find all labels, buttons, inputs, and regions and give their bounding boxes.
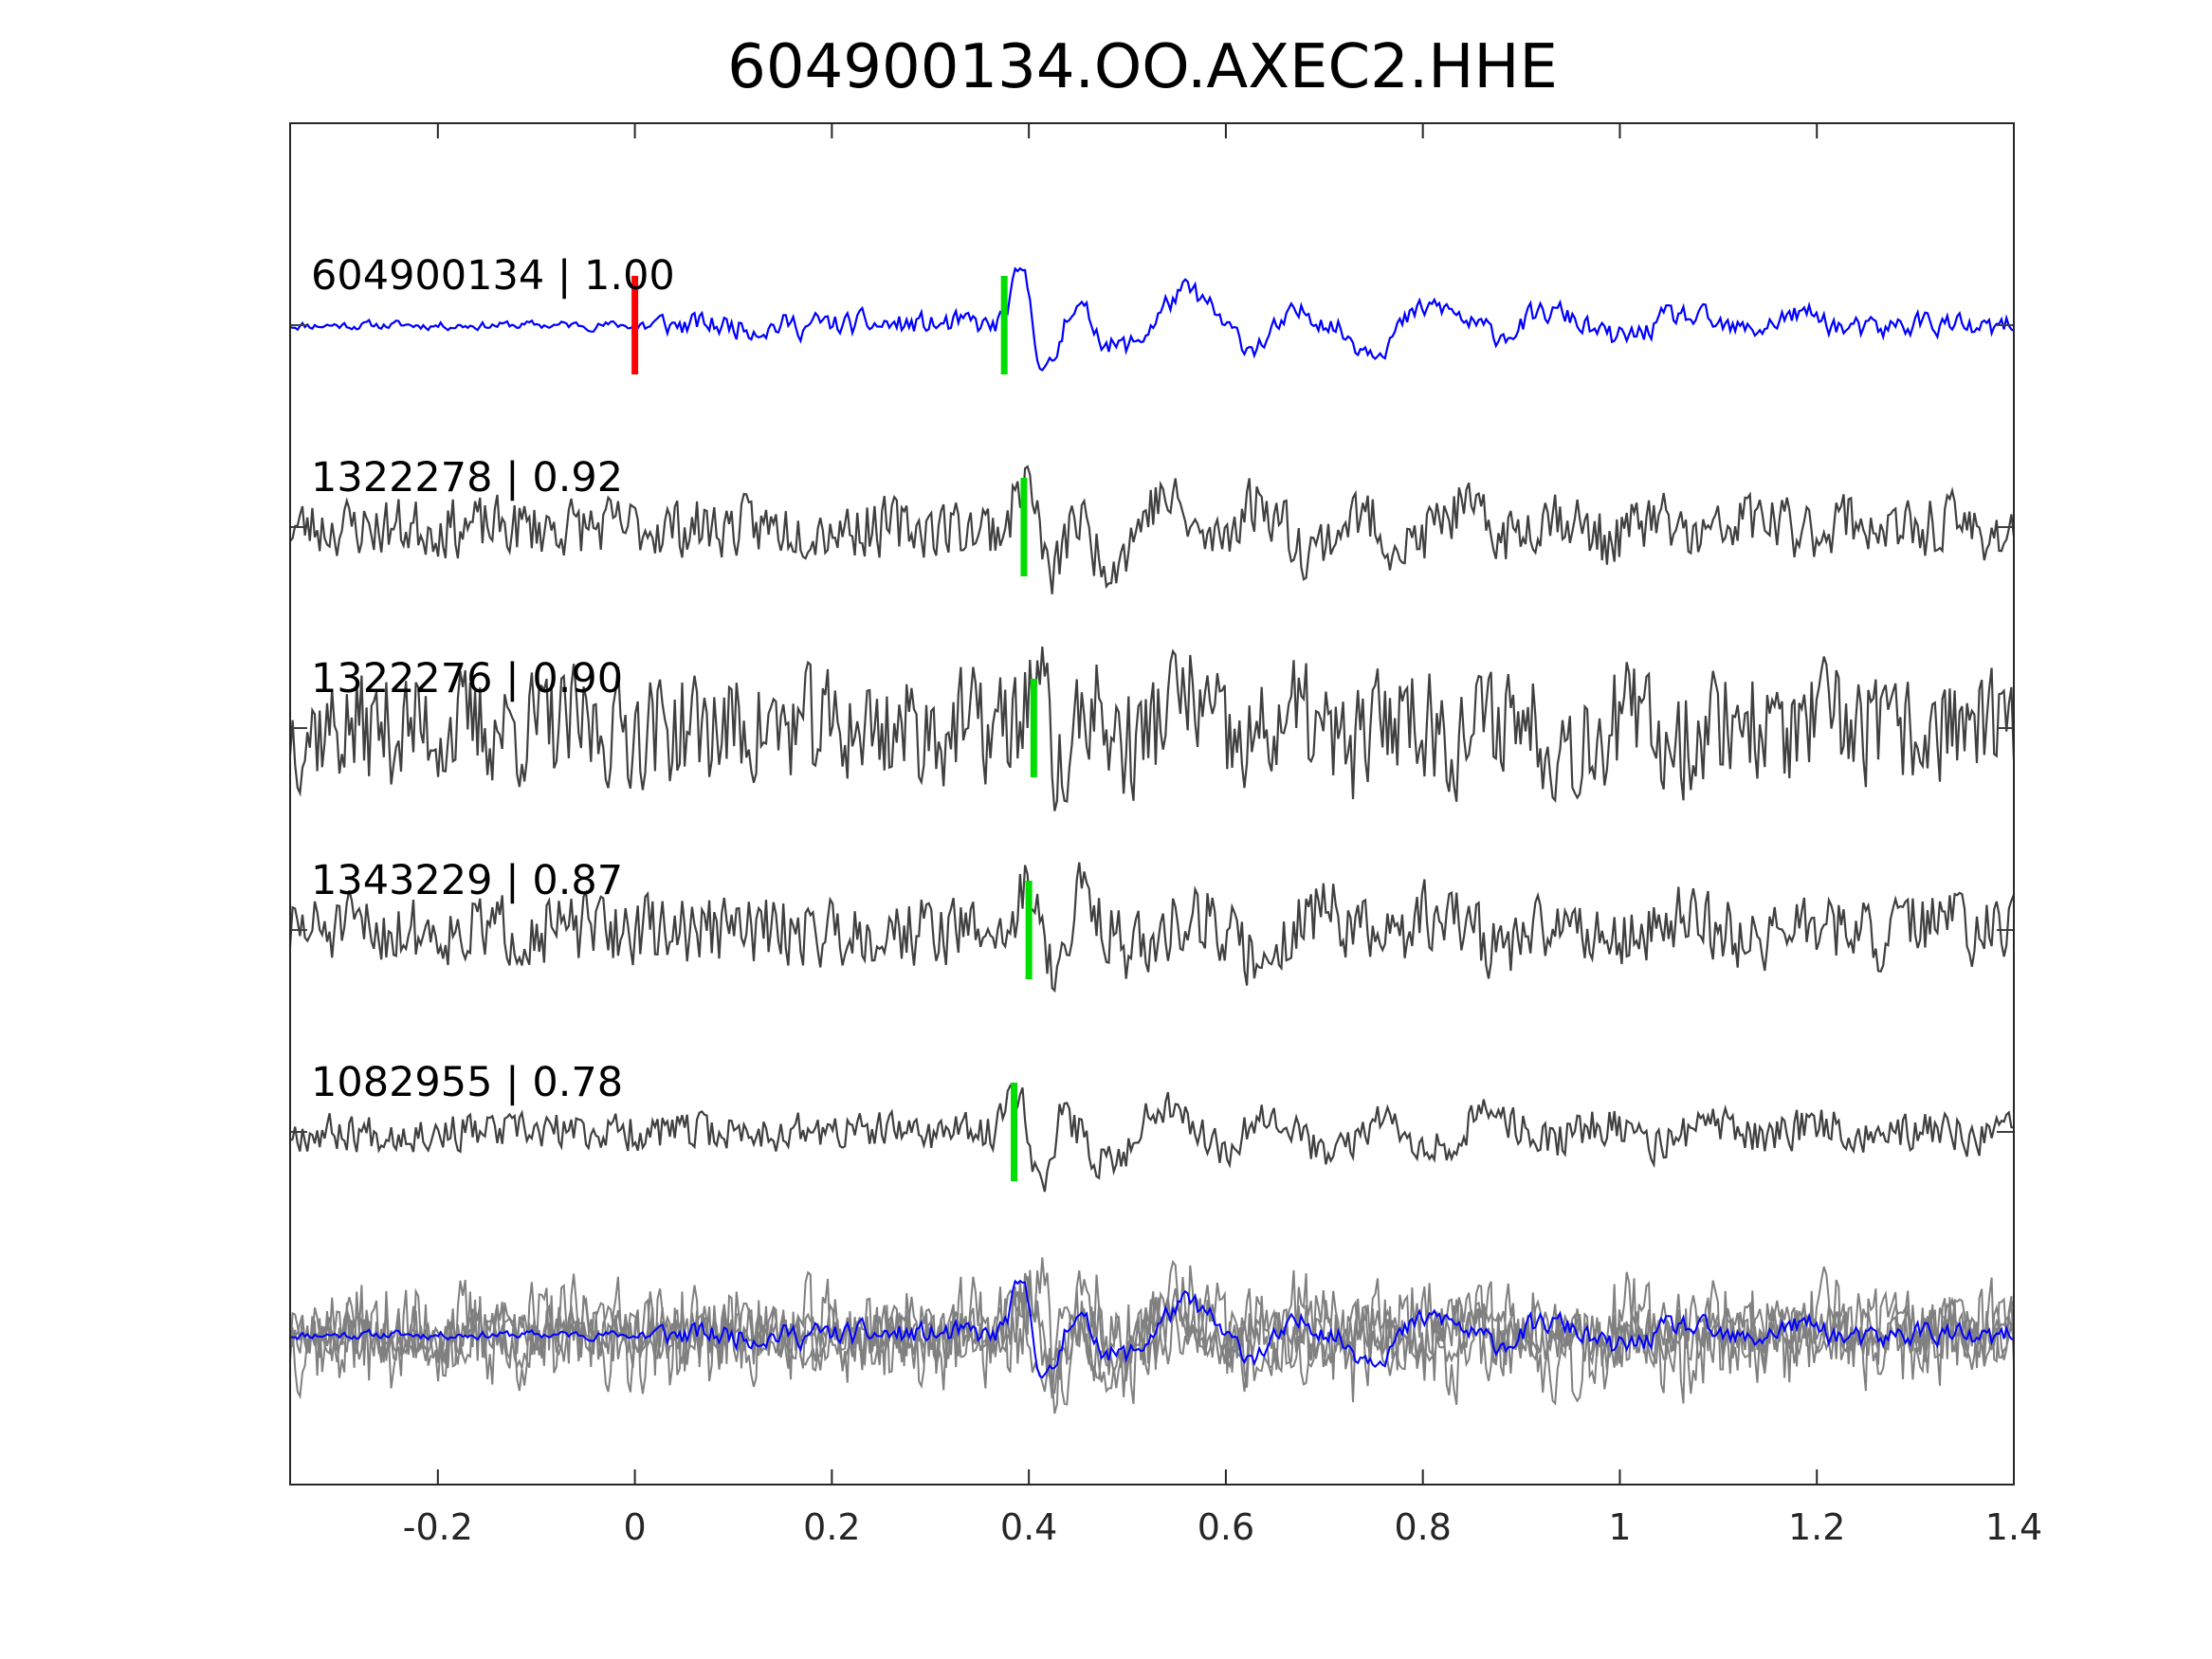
trace-label: 1322276 | 0.90 <box>311 655 623 702</box>
trace-line-604900134 <box>289 266 2015 372</box>
stack-trace-1322276 <box>289 1257 2015 1414</box>
x-tick-label: 0.8 <box>1394 1506 1451 1548</box>
traces-layer: 604900134 | 1.00 1322278 | 0.92 1322276 | … <box>288 252 2016 1414</box>
x-tick-label: 1.4 <box>1985 1506 2042 1548</box>
x-tick-label: 0 <box>624 1506 647 1548</box>
x-tick-label: -0.2 <box>403 1506 473 1548</box>
x-tick-label: 0.2 <box>803 1506 860 1548</box>
trace-label: 604900134 | 1.00 <box>311 252 675 300</box>
x-tick-label: 1 <box>1608 1506 1631 1548</box>
trace-label: 1322278 | 0.92 <box>311 454 623 501</box>
stack-trace-1322278 <box>289 1275 2015 1399</box>
chart-title: 604900134.OO.AXEC2.HHE <box>727 32 1558 102</box>
trace-line-1322276 <box>288 647 2016 811</box>
trace-label: 1082955 | 0.78 <box>311 1059 623 1106</box>
stack-trace-604900134 <box>289 1279 2015 1379</box>
x-tick-label: 0.4 <box>1000 1506 1057 1548</box>
plot-frame <box>289 122 2015 1486</box>
x-tick-label: 1.2 <box>1788 1506 1845 1548</box>
trace-line-1343229 <box>288 862 2016 994</box>
trace-line-1082955 <box>289 1084 2015 1193</box>
trace-line-1322278 <box>289 465 2016 594</box>
trace-label: 1343229 | 0.87 <box>311 857 623 904</box>
axes-layer: -0.2 0 0.2 0.4 0.6 0.8 1 1.2 1.4 <box>289 122 2042 1548</box>
x-tick-label: 0.6 <box>1197 1506 1254 1548</box>
